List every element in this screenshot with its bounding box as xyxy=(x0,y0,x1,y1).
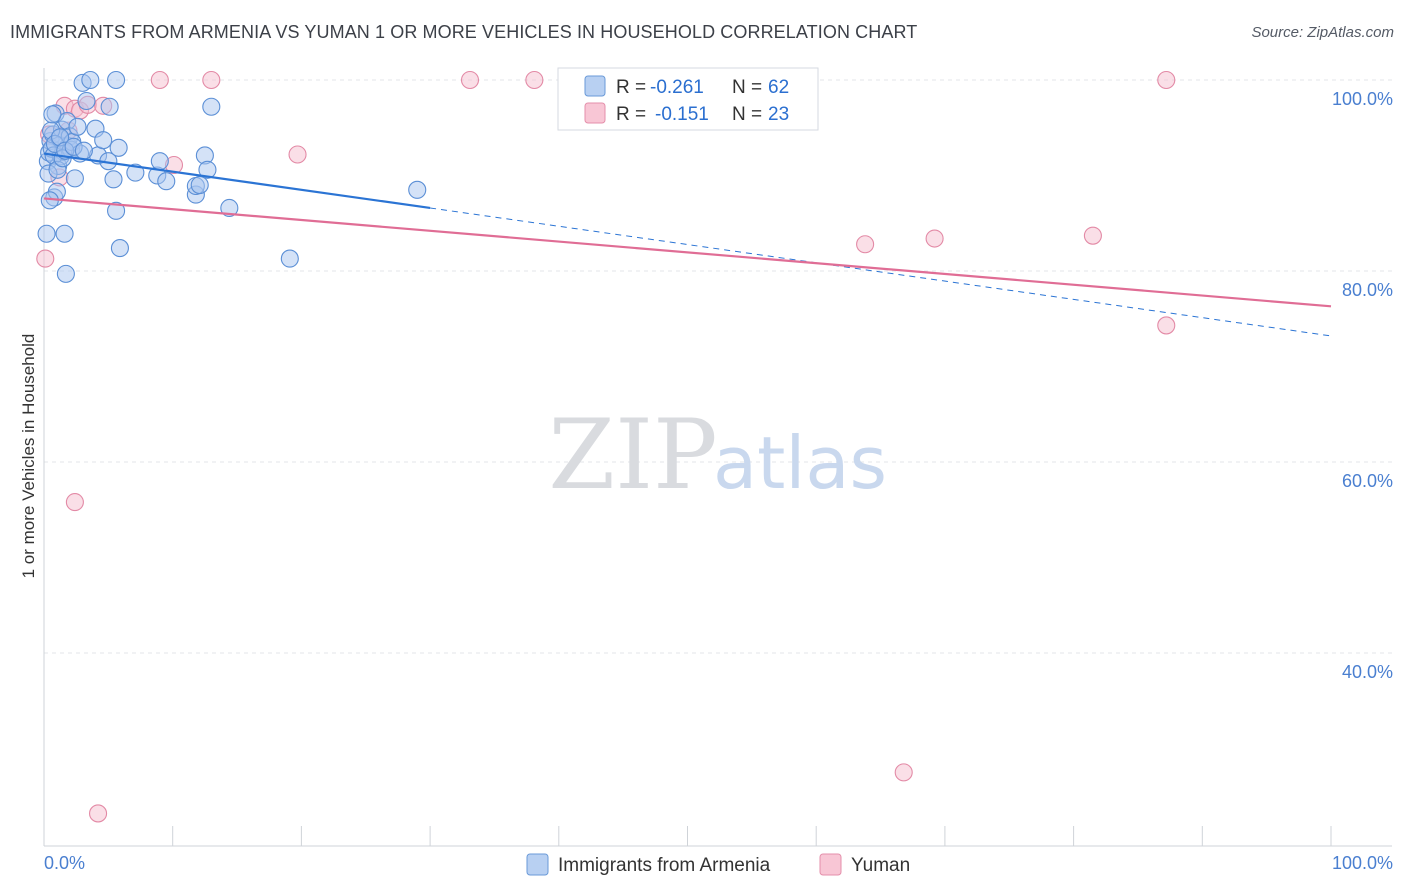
armenia-point xyxy=(104,170,123,189)
yuman-point xyxy=(202,70,221,90)
series-legend: Immigrants from Armenia Yuman xyxy=(526,853,910,876)
yuman-point xyxy=(856,235,875,254)
y-tick-labels: 100.0% 80.0% 60.0% 40.0% xyxy=(1332,89,1393,682)
yuman-point xyxy=(525,70,544,90)
armenia-point xyxy=(280,249,299,268)
series-legend-swatch-yuman xyxy=(819,853,842,876)
yuman-point xyxy=(1157,316,1176,335)
yuman-point xyxy=(1157,70,1176,90)
series-legend-label-yuman: Yuman xyxy=(851,855,910,876)
legend-r-label-yuman: R = xyxy=(616,104,646,125)
armenia-point xyxy=(77,91,96,111)
chart-title: IMMIGRANTS FROM ARMENIA VS YUMAN 1 OR MO… xyxy=(10,22,918,42)
armenia-point xyxy=(202,97,221,116)
armenia-points xyxy=(37,70,427,283)
watermark-zip: ZIP xyxy=(548,399,717,511)
x-tick-label-max: 100.0% xyxy=(1332,853,1393,873)
legend-swatch-yuman xyxy=(584,102,606,124)
series-legend-label-armenia: Immigrants from Armenia xyxy=(558,855,771,876)
armenia-point xyxy=(190,176,209,195)
armenia-point xyxy=(94,131,113,150)
stats-legend: R = -0.261 N = 62 R = -0.151 N = 23 xyxy=(557,67,819,131)
y-tick-label: 60.0% xyxy=(1342,471,1393,491)
armenia-point xyxy=(100,97,119,116)
armenia-point xyxy=(408,180,427,199)
yuman-point xyxy=(894,763,913,782)
trend-line-yuman xyxy=(43,197,1332,308)
armenia-point xyxy=(81,70,100,90)
yuman-point xyxy=(288,145,307,164)
armenia-point xyxy=(198,160,217,179)
watermark-atlas: atlas xyxy=(713,421,887,505)
yuman-point xyxy=(89,804,108,823)
watermark: ZIP atlas xyxy=(548,399,887,511)
armenia-point xyxy=(107,201,126,220)
y-tick-label: 100.0% xyxy=(1332,89,1393,109)
series-legend-swatch-armenia xyxy=(526,853,549,876)
legend-r-label-armenia: R = xyxy=(616,77,646,98)
armenia-point xyxy=(109,138,128,157)
legend-n-label-armenia: N = xyxy=(732,77,762,98)
legend-n-value-yuman: 23 xyxy=(768,104,789,125)
y-axis-title: 1 or more Vehicles in Household xyxy=(19,334,38,579)
armenia-point xyxy=(126,163,145,182)
armenia-point xyxy=(43,105,62,124)
yuman-point xyxy=(1083,226,1102,245)
y-tick-label: 80.0% xyxy=(1342,280,1393,300)
armenia-point xyxy=(110,239,129,258)
grid-lines xyxy=(44,79,1392,654)
armenia-point xyxy=(55,224,74,243)
trend-lines xyxy=(43,152,1332,337)
armenia-point xyxy=(107,70,126,90)
yuman-point xyxy=(925,229,944,248)
legend-n-label-yuman: N = xyxy=(732,104,762,125)
trend-line-armenia-projection xyxy=(430,207,1332,337)
y-tick-label: 40.0% xyxy=(1342,662,1393,682)
source-label: Source: ZipAtlas.com xyxy=(1251,24,1394,41)
trend-line-armenia xyxy=(43,152,431,210)
armenia-point xyxy=(68,117,87,136)
armenia-point xyxy=(65,169,84,188)
armenia-point xyxy=(74,141,93,160)
x-tick-label-min: 0.0% xyxy=(44,853,85,873)
legend-swatch-armenia xyxy=(584,75,606,97)
x-tick-labels: 0.0% 100.0% xyxy=(44,853,1393,873)
legend-r-value-armenia: -0.261 xyxy=(650,77,704,98)
yuman-point xyxy=(36,249,55,268)
legend-r-value-yuman: -0.151 xyxy=(655,104,709,125)
armenia-point xyxy=(150,152,169,171)
yuman-point xyxy=(65,493,84,512)
armenia-point xyxy=(220,198,239,218)
armenia-point xyxy=(157,172,176,191)
armenia-point xyxy=(37,224,56,243)
armenia-point xyxy=(56,264,75,283)
legend-n-value-armenia: 62 xyxy=(768,77,789,98)
yuman-point xyxy=(460,70,480,90)
yuman-point xyxy=(150,70,169,90)
